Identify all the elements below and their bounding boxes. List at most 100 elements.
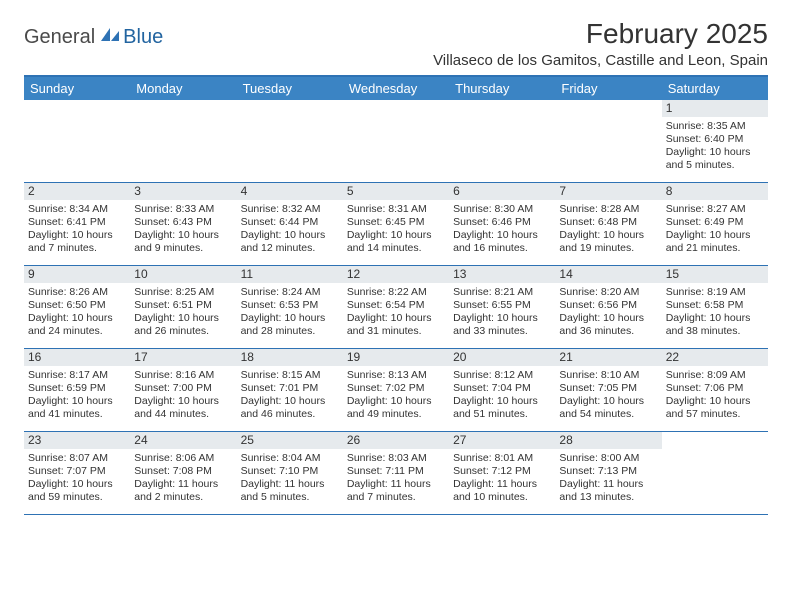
day-cell: 14Sunrise: 8:20 AMSunset: 6:56 PMDayligh… [555, 266, 661, 348]
day-number: 22 [662, 349, 768, 366]
daylight-text: Daylight: 10 hours and 5 minutes. [666, 146, 764, 172]
day-number: 19 [343, 349, 449, 366]
day-cell: 1Sunrise: 8:35 AMSunset: 6:40 PMDaylight… [662, 100, 768, 182]
sunrise-text: Sunrise: 8:34 AM [28, 203, 126, 216]
daylight-text: Daylight: 10 hours and 14 minutes. [347, 229, 445, 255]
sunset-text: Sunset: 6:54 PM [347, 299, 445, 312]
daylight-text: Daylight: 11 hours and 13 minutes. [559, 478, 657, 504]
day-number: 27 [449, 432, 555, 449]
daylight-text: Daylight: 10 hours and 21 minutes. [666, 229, 764, 255]
day-cell: 4Sunrise: 8:32 AMSunset: 6:44 PMDaylight… [237, 183, 343, 265]
sunset-text: Sunset: 6:50 PM [28, 299, 126, 312]
sunrise-text: Sunrise: 8:26 AM [28, 286, 126, 299]
day-number: 17 [130, 349, 236, 366]
weekday-header: Friday [555, 77, 661, 100]
day-cell [449, 100, 555, 182]
day-number: 14 [555, 266, 661, 283]
day-number: 13 [449, 266, 555, 283]
day-cell: 2Sunrise: 8:34 AMSunset: 6:41 PMDaylight… [24, 183, 130, 265]
day-number: 26 [343, 432, 449, 449]
weekday-header: Tuesday [237, 77, 343, 100]
logo-text-blue: Blue [123, 26, 163, 49]
daylight-text: Daylight: 10 hours and 59 minutes. [28, 478, 126, 504]
daylight-text: Daylight: 11 hours and 2 minutes. [134, 478, 232, 504]
sunset-text: Sunset: 6:58 PM [666, 299, 764, 312]
day-cell: 22Sunrise: 8:09 AMSunset: 7:06 PMDayligh… [662, 349, 768, 431]
day-cell: 25Sunrise: 8:04 AMSunset: 7:10 PMDayligh… [237, 432, 343, 514]
sunrise-text: Sunrise: 8:19 AM [666, 286, 764, 299]
daylight-text: Daylight: 11 hours and 10 minutes. [453, 478, 551, 504]
sunrise-text: Sunrise: 8:01 AM [453, 452, 551, 465]
daylight-text: Daylight: 10 hours and 26 minutes. [134, 312, 232, 338]
daylight-text: Daylight: 10 hours and 57 minutes. [666, 395, 764, 421]
daylight-text: Daylight: 10 hours and 44 minutes. [134, 395, 232, 421]
day-cell [237, 100, 343, 182]
sunset-text: Sunset: 6:40 PM [666, 133, 764, 146]
sunset-text: Sunset: 6:55 PM [453, 299, 551, 312]
day-cell: 23Sunrise: 8:07 AMSunset: 7:07 PMDayligh… [24, 432, 130, 514]
sunrise-text: Sunrise: 8:22 AM [347, 286, 445, 299]
week-row: 23Sunrise: 8:07 AMSunset: 7:07 PMDayligh… [24, 432, 768, 515]
day-number: 18 [237, 349, 343, 366]
sunset-text: Sunset: 7:05 PM [559, 382, 657, 395]
day-number: 11 [237, 266, 343, 283]
day-number: 12 [343, 266, 449, 283]
day-cell: 18Sunrise: 8:15 AMSunset: 7:01 PMDayligh… [237, 349, 343, 431]
daylight-text: Daylight: 10 hours and 19 minutes. [559, 229, 657, 255]
sunrise-text: Sunrise: 8:17 AM [28, 369, 126, 382]
day-cell [555, 100, 661, 182]
sunset-text: Sunset: 7:11 PM [347, 465, 445, 478]
sunrise-text: Sunrise: 8:12 AM [453, 369, 551, 382]
sunrise-text: Sunrise: 8:30 AM [453, 203, 551, 216]
location: Villaseco de los Gamitos, Castille and L… [433, 52, 768, 69]
sunset-text: Sunset: 6:44 PM [241, 216, 339, 229]
calendar: Sunday Monday Tuesday Wednesday Thursday… [24, 75, 768, 515]
daylight-text: Daylight: 10 hours and 9 minutes. [134, 229, 232, 255]
day-number: 28 [555, 432, 661, 449]
header: General Blue February 2025 Villaseco de … [24, 18, 768, 69]
sunrise-text: Sunrise: 8:09 AM [666, 369, 764, 382]
sunset-text: Sunset: 7:12 PM [453, 465, 551, 478]
day-number: 20 [449, 349, 555, 366]
day-number: 8 [662, 183, 768, 200]
day-cell: 7Sunrise: 8:28 AMSunset: 6:48 PMDaylight… [555, 183, 661, 265]
sunset-text: Sunset: 6:56 PM [559, 299, 657, 312]
daylight-text: Daylight: 10 hours and 28 minutes. [241, 312, 339, 338]
daylight-text: Daylight: 10 hours and 7 minutes. [28, 229, 126, 255]
daylight-text: Daylight: 10 hours and 54 minutes. [559, 395, 657, 421]
logo-sail-icon [99, 26, 121, 49]
day-cell: 6Sunrise: 8:30 AMSunset: 6:46 PMDaylight… [449, 183, 555, 265]
daylight-text: Daylight: 10 hours and 46 minutes. [241, 395, 339, 421]
weekday-header: Saturday [662, 77, 768, 100]
sunset-text: Sunset: 6:43 PM [134, 216, 232, 229]
day-cell: 12Sunrise: 8:22 AMSunset: 6:54 PMDayligh… [343, 266, 449, 348]
sunset-text: Sunset: 7:02 PM [347, 382, 445, 395]
day-cell: 15Sunrise: 8:19 AMSunset: 6:58 PMDayligh… [662, 266, 768, 348]
logo: General Blue [24, 18, 163, 49]
page-title: February 2025 [433, 18, 768, 50]
sunrise-text: Sunrise: 8:33 AM [134, 203, 232, 216]
day-number: 16 [24, 349, 130, 366]
day-number: 9 [24, 266, 130, 283]
daylight-text: Daylight: 10 hours and 24 minutes. [28, 312, 126, 338]
sunset-text: Sunset: 7:10 PM [241, 465, 339, 478]
weekday-header: Monday [130, 77, 236, 100]
daylight-text: Daylight: 10 hours and 16 minutes. [453, 229, 551, 255]
sunset-text: Sunset: 6:51 PM [134, 299, 232, 312]
sunset-text: Sunset: 6:48 PM [559, 216, 657, 229]
day-cell: 5Sunrise: 8:31 AMSunset: 6:45 PMDaylight… [343, 183, 449, 265]
sunrise-text: Sunrise: 8:10 AM [559, 369, 657, 382]
sunset-text: Sunset: 7:01 PM [241, 382, 339, 395]
sunrise-text: Sunrise: 8:27 AM [666, 203, 764, 216]
week-row: 1Sunrise: 8:35 AMSunset: 6:40 PMDaylight… [24, 100, 768, 183]
sunset-text: Sunset: 7:00 PM [134, 382, 232, 395]
week-row: 16Sunrise: 8:17 AMSunset: 6:59 PMDayligh… [24, 349, 768, 432]
day-cell: 17Sunrise: 8:16 AMSunset: 7:00 PMDayligh… [130, 349, 236, 431]
daylight-text: Daylight: 10 hours and 51 minutes. [453, 395, 551, 421]
sunrise-text: Sunrise: 8:32 AM [241, 203, 339, 216]
daylight-text: Daylight: 10 hours and 41 minutes. [28, 395, 126, 421]
day-number: 4 [237, 183, 343, 200]
sunrise-text: Sunrise: 8:24 AM [241, 286, 339, 299]
day-cell [24, 100, 130, 182]
day-number: 5 [343, 183, 449, 200]
